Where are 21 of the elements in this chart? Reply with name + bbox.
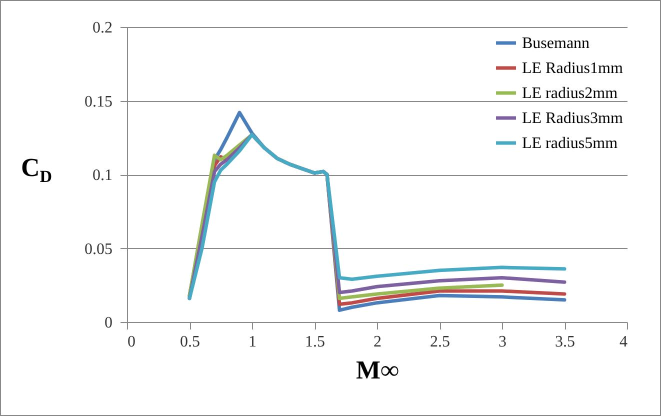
legend-label: LE radius5mm bbox=[522, 135, 618, 152]
y-tick-label: 0.2 bbox=[92, 20, 112, 36]
y-axis-title: C$_{D}$ bbox=[21, 153, 52, 188]
x-tick-label: 0.5 bbox=[180, 334, 200, 350]
legend-label: Busemann bbox=[522, 35, 590, 52]
legend-label: LE Radius1mm bbox=[522, 60, 624, 77]
x-tick-label: 0 bbox=[128, 334, 136, 350]
x-tick-label: 3 bbox=[498, 334, 506, 350]
y-tick-label: 0.15 bbox=[84, 93, 112, 110]
x-axis-title: M∞ bbox=[356, 356, 400, 384]
x-tick-label: 1.5 bbox=[305, 334, 325, 350]
x-tick-label: 2 bbox=[374, 334, 382, 350]
legend-label: LE radius2mm bbox=[522, 85, 618, 102]
y-tick-label: 0 bbox=[104, 314, 112, 332]
x-tick-label: 1 bbox=[248, 334, 256, 350]
x-tick-label: 4 bbox=[620, 334, 628, 350]
y-tick-label: 0.1 bbox=[92, 167, 112, 184]
legend-label: LE Radius3mm bbox=[522, 110, 624, 127]
x-tick-label: 2.5 bbox=[430, 334, 450, 350]
x-tick-label: 3.5 bbox=[555, 334, 575, 350]
y-tick-label: 0.05 bbox=[84, 240, 112, 258]
